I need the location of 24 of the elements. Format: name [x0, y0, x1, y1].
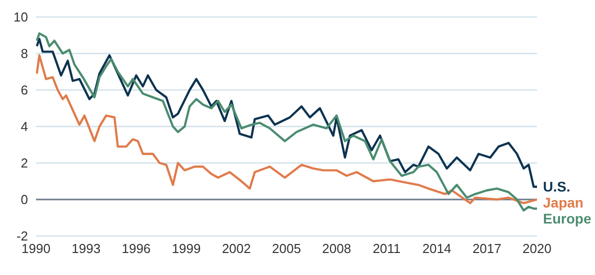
x-tick-label: 2005 — [272, 241, 301, 256]
x-tick-label: 2014 — [422, 241, 452, 256]
line-series — [36, 54, 537, 204]
y-tick-label: 8 — [20, 46, 28, 62]
y-tick-label: 10 — [14, 10, 28, 25]
x-tick-label: 2008 — [322, 241, 352, 256]
x-tick-label: 2011 — [372, 241, 401, 256]
x-tick-label: 1996 — [122, 241, 151, 256]
x-tick-label: 2002 — [222, 241, 251, 256]
series-label: U.S. — [543, 178, 570, 195]
line-series — [36, 32, 537, 212]
x-tick-label: 1990 — [22, 241, 50, 256]
series-label: Europe — [543, 210, 592, 227]
y-tick-label: 6 — [20, 82, 28, 98]
series-label: Japan — [543, 194, 584, 211]
y-tick-label: 2 — [20, 156, 28, 171]
x-tick-label: 2020 — [522, 241, 552, 256]
y-tick-label: 0 — [20, 192, 28, 208]
x-tick-label: 1993 — [72, 241, 101, 256]
x-tick-label: 2017 — [472, 241, 502, 256]
x-tick-label: 1999 — [172, 241, 201, 256]
line-series — [36, 38, 537, 188]
y-tick-label: 4 — [20, 119, 28, 134]
y-tick-label: -2 — [16, 228, 28, 244]
